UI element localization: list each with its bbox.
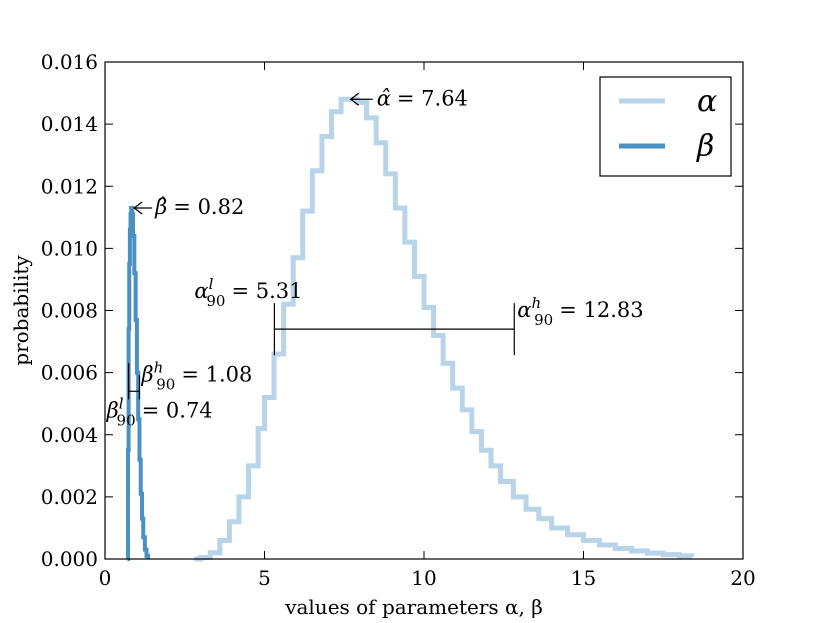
x-tick-label: 15 [571,566,596,590]
alpha-mode-arrow [349,92,373,106]
y-tick-label: 0.012 [41,174,98,198]
y-tick-label: 0.002 [41,485,98,509]
y-tick-label: 0.006 [41,361,98,385]
beta-mode-arrow [133,201,153,215]
legend-label: α [697,84,717,119]
alpha-low-label: αl 90 = 5.31 [194,275,302,310]
beta-high-label: βh 90 = 1.08 [140,358,252,393]
y-tick-label: 0.010 [41,236,98,260]
alpha-mode-label: α̂ = 7.64 [377,86,468,110]
y-tick-label: 0.004 [41,423,98,447]
y-axis-label: probability [9,255,33,366]
annotations: α̂ = 7.64 β̂ = 0.82 αl 90 = 5.31 αh 90 = 12.83 βh 9… [106,86,644,429]
legend-label: β [696,129,714,164]
x-tick-label: 10 [411,566,436,590]
legend: αβ [599,76,732,177]
x-tick-label: 5 [258,566,271,590]
beta-mode-label: β̂ = 0.82 [154,195,244,219]
series-line-alpha [194,96,695,562]
y-tick-label: 0.008 [41,299,98,323]
axes: 0 5 10 15 20 0.000 0.002 0.004 0.006 0.008 0.010 0.… [9,50,756,619]
legend-box [599,76,732,177]
x-tick-label: 20 [730,566,755,590]
y-tick-label: 0.000 [41,547,98,571]
y-tick-label: 0.014 [41,112,98,136]
plot-area [125,96,695,562]
x-tick-label: 0 [99,566,112,590]
x-axis-label: values of parameters α, β [284,595,543,619]
y-tick-label: 0.016 [41,50,98,74]
series-line-beta [125,205,151,561]
beta-low-label: βl 90 = 0.74 [106,394,213,429]
alpha-high-label: αh 90 = 12.83 [517,294,643,329]
